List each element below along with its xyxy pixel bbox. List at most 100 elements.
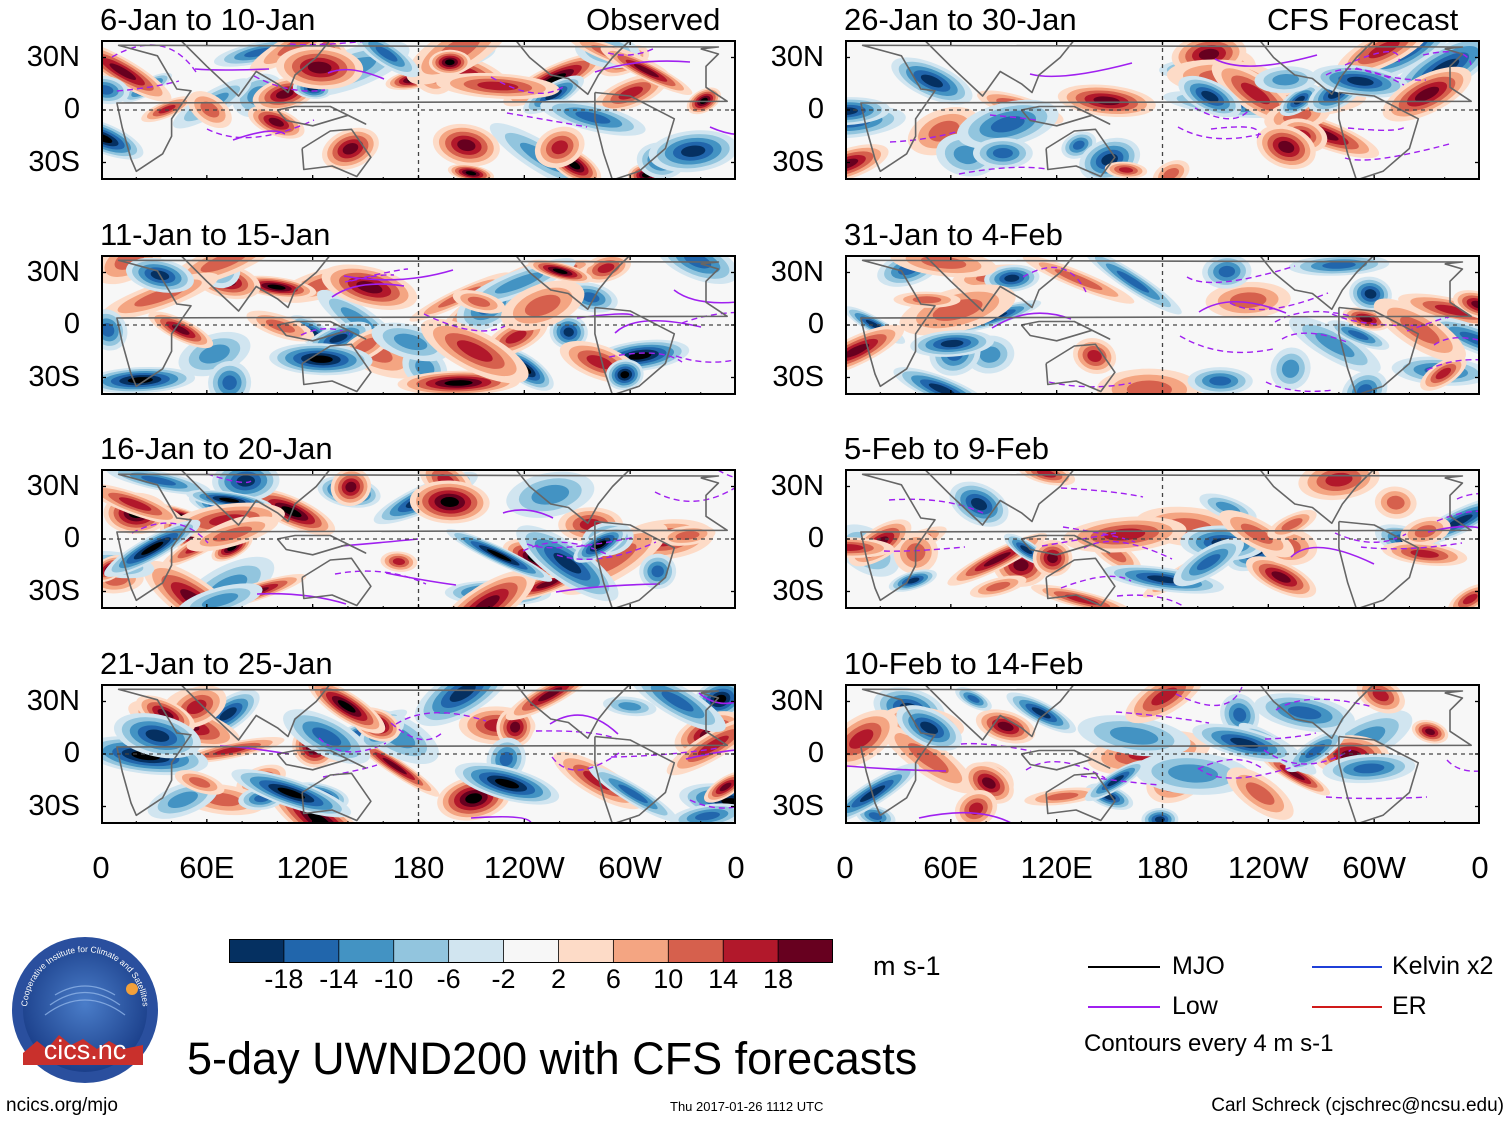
panel-4-coastline [179, 684, 332, 741]
panel-5-wind-anomaly [1057, 84, 1156, 118]
colorbar-label: 2 [550, 964, 566, 994]
panel-2-coastline [276, 320, 367, 342]
panel-6-ytick: 30N [770, 255, 824, 288]
panel-5-coastline [1258, 40, 1376, 96]
panel-3-coastline [116, 473, 729, 602]
panel-5-ytick: 0 [807, 93, 824, 125]
panel-4-contour-low [689, 799, 736, 809]
panel-3-contour-low [556, 541, 657, 560]
panel-3-wind-anomaly [409, 480, 490, 524]
panel-1-wind-anomaly [248, 105, 305, 139]
panel-7-wind-anomaly [969, 575, 1027, 598]
panel-6-coastline [1045, 343, 1116, 393]
panel-5-coastline [860, 44, 1473, 173]
panel-5-contour-low [989, 114, 1040, 122]
panel-5-wind-anomaly [956, 99, 1059, 149]
left-xtick: 120W [483, 850, 565, 885]
panel-4-contour-low-positive [685, 749, 736, 760]
panel-7-wind-anomaly [1374, 486, 1417, 519]
panel-8-wind-anomaly [954, 790, 998, 824]
panel-7-ytick: 30S [772, 574, 824, 607]
panel-5-coastline [1020, 105, 1111, 127]
panel-6-coastline [860, 259, 1473, 388]
panel-4-coastline [116, 688, 729, 817]
panel-3-contour-low [522, 541, 613, 558]
panel-7-contour-low [1062, 526, 1136, 543]
right-xtick: 60E [923, 850, 979, 885]
panel-8-wind-anomaly [1006, 692, 1077, 734]
panel-2-contour-low-positive [673, 289, 736, 304]
panel-3-coastline [514, 469, 632, 525]
panel-6-wind-anomaly [1327, 320, 1390, 350]
panel-3-contour-low [206, 473, 252, 484]
panel-2-contour-low [681, 311, 736, 324]
panel-6-contour-low [1406, 316, 1450, 332]
colorbar [229, 939, 833, 963]
panel-8-contour-low [1175, 686, 1243, 707]
panel-8-contour-low [1115, 711, 1210, 724]
panel-8-ytick: 30S [772, 789, 824, 822]
panel-7-contour-low [883, 546, 966, 552]
panel-1-ytick: 30N [26, 40, 80, 73]
panel-2-wind-anomaly [420, 318, 529, 384]
panel-1-coastline [301, 128, 372, 178]
panel-8-wind-anomaly [1125, 684, 1204, 724]
panel-2-coastline [514, 255, 632, 311]
panel-5-wind-anomaly [1104, 161, 1148, 179]
panel-5-wind-anomaly [1256, 124, 1316, 170]
panel-8-coastline [1045, 772, 1116, 822]
panel-6-coastline [923, 255, 1076, 312]
panel-8-wind-anomaly [855, 804, 896, 824]
panel-8-contour-low [1264, 732, 1317, 740]
panel-4-wind-anomaly [505, 684, 595, 721]
panel-5-wind-anomaly [1311, 64, 1410, 98]
panel-6-wind-anomaly [1084, 255, 1182, 315]
panel-2-coastline [179, 255, 332, 312]
panel-6-wind-anomaly [1187, 367, 1253, 395]
main-title: 5-day UWND200 with CFS forecasts [187, 1033, 918, 1084]
colorbar-swatch [338, 940, 395, 962]
panel-4-wind-anomaly [703, 771, 736, 803]
legend-line-mjo [1088, 966, 1160, 968]
panel-6-contour-low [1281, 332, 1348, 343]
colorbar-units: m s-1 [873, 951, 941, 981]
legend-label-mjo: MJO [1172, 952, 1225, 980]
panel-1-coastline [594, 91, 676, 180]
panel-4-ytick: 0 [63, 737, 80, 769]
panel-3-map [101, 469, 736, 609]
right-xtick: 60W [1342, 850, 1407, 885]
panel-3-coastline [179, 469, 332, 526]
panel-6-wind-anomaly [1270, 347, 1311, 391]
panel-2-coastline [116, 259, 729, 388]
panel-4-coastline [301, 772, 372, 822]
panel-2-map [101, 255, 736, 395]
panel-8-contour-low [1197, 758, 1264, 770]
panel-5-wind-anomaly [1061, 131, 1097, 159]
panel-8-contour-low [1263, 749, 1352, 765]
colorbar-label: -6 [436, 964, 461, 994]
colorbar-label: -18 [264, 964, 304, 994]
panel-6-wind-anomaly [1373, 298, 1466, 363]
panel-8-wind-anomaly [845, 709, 898, 769]
panel-5-contour-low [1325, 68, 1405, 86]
contour-note: Contours every 4 m s-1 [1084, 1030, 1334, 1057]
panel-5-coastline [923, 40, 1076, 97]
panel-1-title: 6-Jan to 10-Jan [100, 2, 316, 37]
footer-left[interactable]: ncics.org/mjo [6, 1095, 118, 1116]
panel-3-title: 16-Jan to 20-Jan [100, 431, 333, 466]
panel-6-wind-anomaly [899, 284, 1016, 336]
panel-8-title: 10-Feb to 14-Feb [844, 646, 1084, 681]
left-xtick: 180 [392, 850, 445, 885]
left-xtick: 60E [179, 850, 235, 885]
panel-7-coastline [1045, 557, 1116, 607]
right-xtick: 0 [836, 850, 854, 885]
panel-8-wind-anomaly [1024, 787, 1101, 806]
panel-3-ytick: 30S [28, 574, 80, 607]
panel-1-wind-anomaly [249, 40, 347, 73]
legend-line-low [1088, 1006, 1160, 1008]
panel-8-contour-low [960, 742, 1032, 752]
legend-label-er: ER [1392, 992, 1427, 1020]
panel-6-coastline [1020, 320, 1111, 342]
panel-7-contour-low [1060, 487, 1144, 498]
right-xtick: 180 [1136, 850, 1189, 885]
